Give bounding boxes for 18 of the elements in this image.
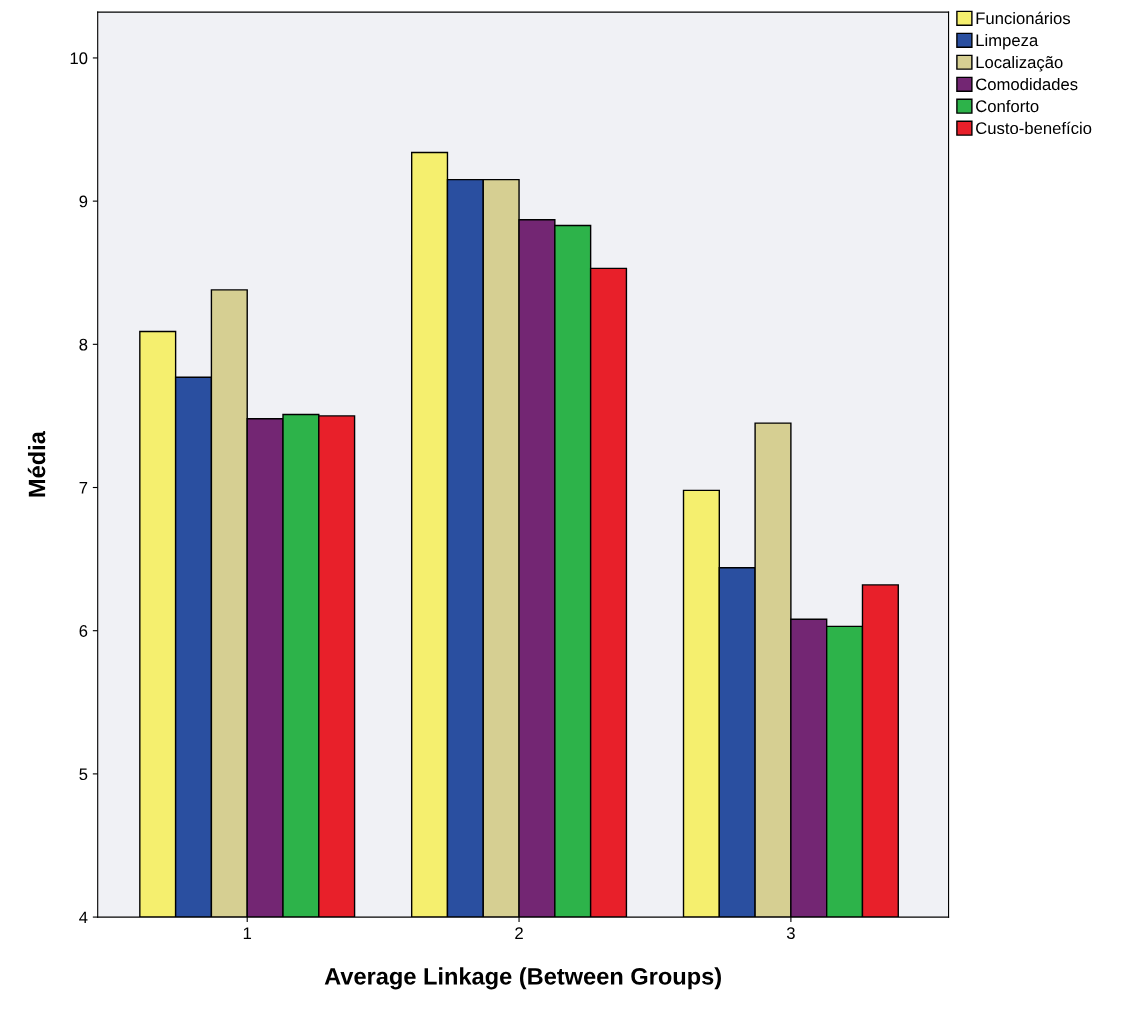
y-tick-label: 4 xyxy=(79,911,88,924)
legend-label: Localização xyxy=(976,55,1063,72)
legend-label: Limpeza xyxy=(976,33,1039,50)
x-tick-label: 3 xyxy=(786,927,795,940)
legend-label: Conforto xyxy=(976,99,1039,113)
y-tick-label: 7 xyxy=(79,482,88,494)
y-tick-label: 9 xyxy=(79,195,88,208)
legend-label: Comodidades xyxy=(976,77,1078,91)
y-axis-title: Média xyxy=(27,430,46,497)
y-tick-label: 8 xyxy=(79,338,88,351)
x-tick-label: 2 xyxy=(515,927,523,939)
y-tick-label: 5 xyxy=(79,768,88,781)
y-tick-label: 6 xyxy=(79,625,88,637)
legend-label: Custo-benefício xyxy=(976,121,1092,135)
y-tick-label: 10 xyxy=(70,52,88,65)
x-axis-title: Average Linkage (Between Groups) xyxy=(324,967,721,990)
x-tick-label: 1 xyxy=(243,927,252,939)
legend-label: Funcionários xyxy=(976,11,1071,25)
